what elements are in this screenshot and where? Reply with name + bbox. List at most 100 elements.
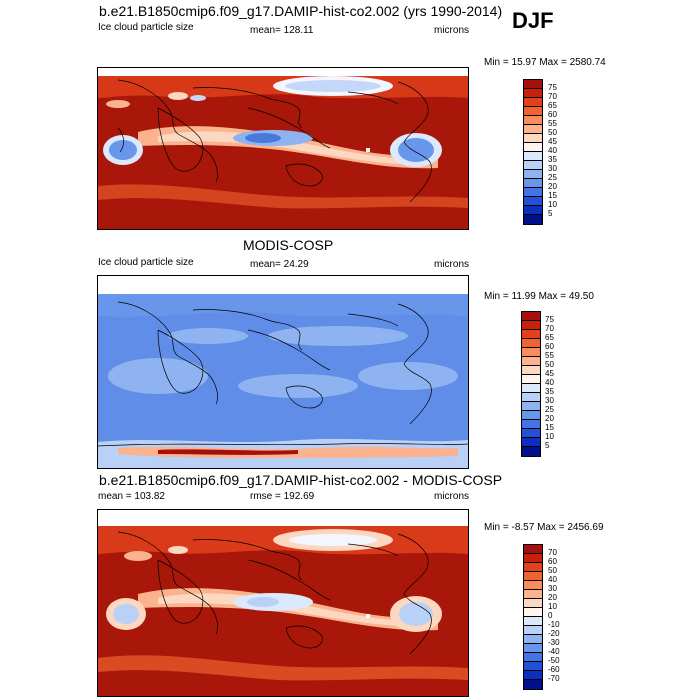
panel3-map — [97, 509, 469, 697]
panel1-minmax: Min = 15.97 Max = 2580.74 — [484, 57, 606, 68]
colorbar-level-label: 45 — [545, 369, 554, 378]
panel3-mean-label: mean = 103.82 — [98, 491, 165, 502]
colorbar-swatch — [524, 599, 542, 608]
colorbar-level-label: -70 — [548, 674, 560, 683]
colorbar-swatch — [524, 188, 542, 197]
colorbar-swatch — [524, 680, 542, 689]
colorbar-swatch — [524, 134, 542, 143]
panel1-variable-label: Ice cloud particle size — [98, 22, 194, 33]
colorbar-level-label: 50 — [548, 128, 557, 137]
panel2-map — [97, 275, 469, 469]
colorbar-swatch — [524, 554, 542, 563]
panel1-title: b.e21.B1850cmip6.f09_g17.DAMIP-hist-co2.… — [99, 3, 503, 19]
colorbar-level-label: 40 — [545, 378, 554, 387]
colorbar-swatch — [524, 572, 542, 581]
colorbar-level-label: -30 — [548, 638, 560, 647]
colorbar-swatch — [524, 206, 542, 215]
panel3-units-label: microns — [434, 491, 470, 502]
colorbar-level-label: 30 — [548, 164, 557, 173]
colorbar-swatch — [524, 179, 542, 188]
colorbar-level-label: 60 — [545, 342, 554, 351]
colorbar-swatch — [524, 89, 542, 98]
colorbar-swatch — [524, 125, 542, 134]
colorbar-level-label: 35 — [545, 387, 554, 396]
panel3-rmse-label: rmse = 192.69 — [250, 491, 315, 502]
panel2-minmax: Min = 11.99 Max = 49.50 — [484, 291, 594, 302]
colorbar-level-label: -10 — [548, 620, 560, 629]
colorbar-level-label: 60 — [548, 557, 557, 566]
colorbar-level-label: 5 — [548, 209, 553, 218]
colorbar-level-label: 50 — [545, 360, 554, 369]
colorbar-swatch — [524, 581, 542, 590]
colorbar-swatch — [524, 161, 542, 170]
panel1-mean-label: mean= 128.11 — [250, 25, 314, 36]
colorbar-level-label: 45 — [548, 137, 557, 146]
colorbar-swatch — [524, 608, 542, 617]
colorbar-level-label: 25 — [548, 173, 557, 182]
panel3-colorbar — [523, 544, 543, 690]
colorbar-swatch — [522, 402, 540, 411]
colorbar-level-label: 40 — [548, 575, 557, 584]
season-label: DJF — [512, 8, 554, 33]
colorbar-swatch — [522, 429, 540, 438]
panel2-units-label: microns — [434, 259, 470, 270]
colorbar-level-label: 15 — [548, 191, 557, 200]
colorbar-swatch — [522, 438, 540, 447]
colorbar-swatch — [524, 143, 542, 152]
colorbar-level-label: 10 — [545, 432, 554, 441]
colorbar-level-label: 75 — [545, 315, 554, 324]
colorbar-swatch — [522, 447, 540, 456]
colorbar-swatch — [522, 366, 540, 375]
panel2-variable-label: Ice cloud particle size — [98, 257, 194, 268]
colorbar-level-label: 70 — [548, 92, 557, 101]
panel2-colorbar — [521, 311, 541, 457]
colorbar-level-label: 10 — [548, 200, 557, 209]
colorbar-swatch — [524, 107, 542, 116]
colorbar-level-label: 70 — [545, 324, 554, 333]
colorbar-swatch — [524, 98, 542, 107]
colorbar-level-label: 30 — [545, 396, 554, 405]
colorbar-level-label: 0 — [548, 611, 553, 620]
colorbar-swatch — [522, 357, 540, 366]
colorbar-level-label: 70 — [548, 548, 557, 557]
colorbar-swatch — [522, 393, 540, 402]
panel1-colorbar — [523, 79, 543, 225]
colorbar-level-label: 65 — [545, 333, 554, 342]
colorbar-level-label: 40 — [548, 146, 557, 155]
colorbar-level-label: 60 — [548, 110, 557, 119]
colorbar-swatch — [522, 321, 540, 330]
colorbar-swatch — [524, 152, 542, 161]
colorbar-swatch — [522, 375, 540, 384]
colorbar-swatch — [524, 197, 542, 206]
colorbar-swatch — [524, 215, 542, 224]
colorbar-level-label: 55 — [548, 119, 557, 128]
panel3-minmax: Min = -8.57 Max = 2456.69 — [484, 522, 604, 533]
panel2-title: MODIS-COSP — [243, 237, 334, 253]
panel1-map — [97, 67, 469, 230]
panel3-title: b.e21.B1850cmip6.f09_g17.DAMIP-hist-co2.… — [99, 472, 503, 488]
colorbar-level-label: 20 — [548, 593, 557, 602]
colorbar-swatch — [524, 116, 542, 125]
colorbar-level-label: 55 — [545, 351, 554, 360]
colorbar-level-label: -60 — [548, 665, 560, 674]
colorbar-swatch — [524, 653, 542, 662]
colorbar-swatch — [522, 411, 540, 420]
colorbar-swatch — [524, 563, 542, 572]
colorbar-swatch — [522, 420, 540, 429]
colorbar-swatch — [522, 339, 540, 348]
colorbar-level-label: 5 — [545, 441, 550, 450]
colorbar-level-label: 75 — [548, 83, 557, 92]
colorbar-level-label: 30 — [548, 584, 557, 593]
colorbar-swatch — [524, 545, 542, 554]
colorbar-level-label: -50 — [548, 656, 560, 665]
colorbar-level-label: 10 — [548, 602, 557, 611]
colorbar-level-label: -20 — [548, 629, 560, 638]
colorbar-swatch — [524, 662, 542, 671]
colorbar-swatch — [524, 590, 542, 599]
colorbar-level-label: -40 — [548, 647, 560, 656]
panel1-units-label: microns — [434, 25, 470, 36]
colorbar-level-label: 20 — [548, 182, 557, 191]
colorbar-level-label: 20 — [545, 414, 554, 423]
colorbar-swatch — [524, 617, 542, 626]
colorbar-level-label: 65 — [548, 101, 557, 110]
